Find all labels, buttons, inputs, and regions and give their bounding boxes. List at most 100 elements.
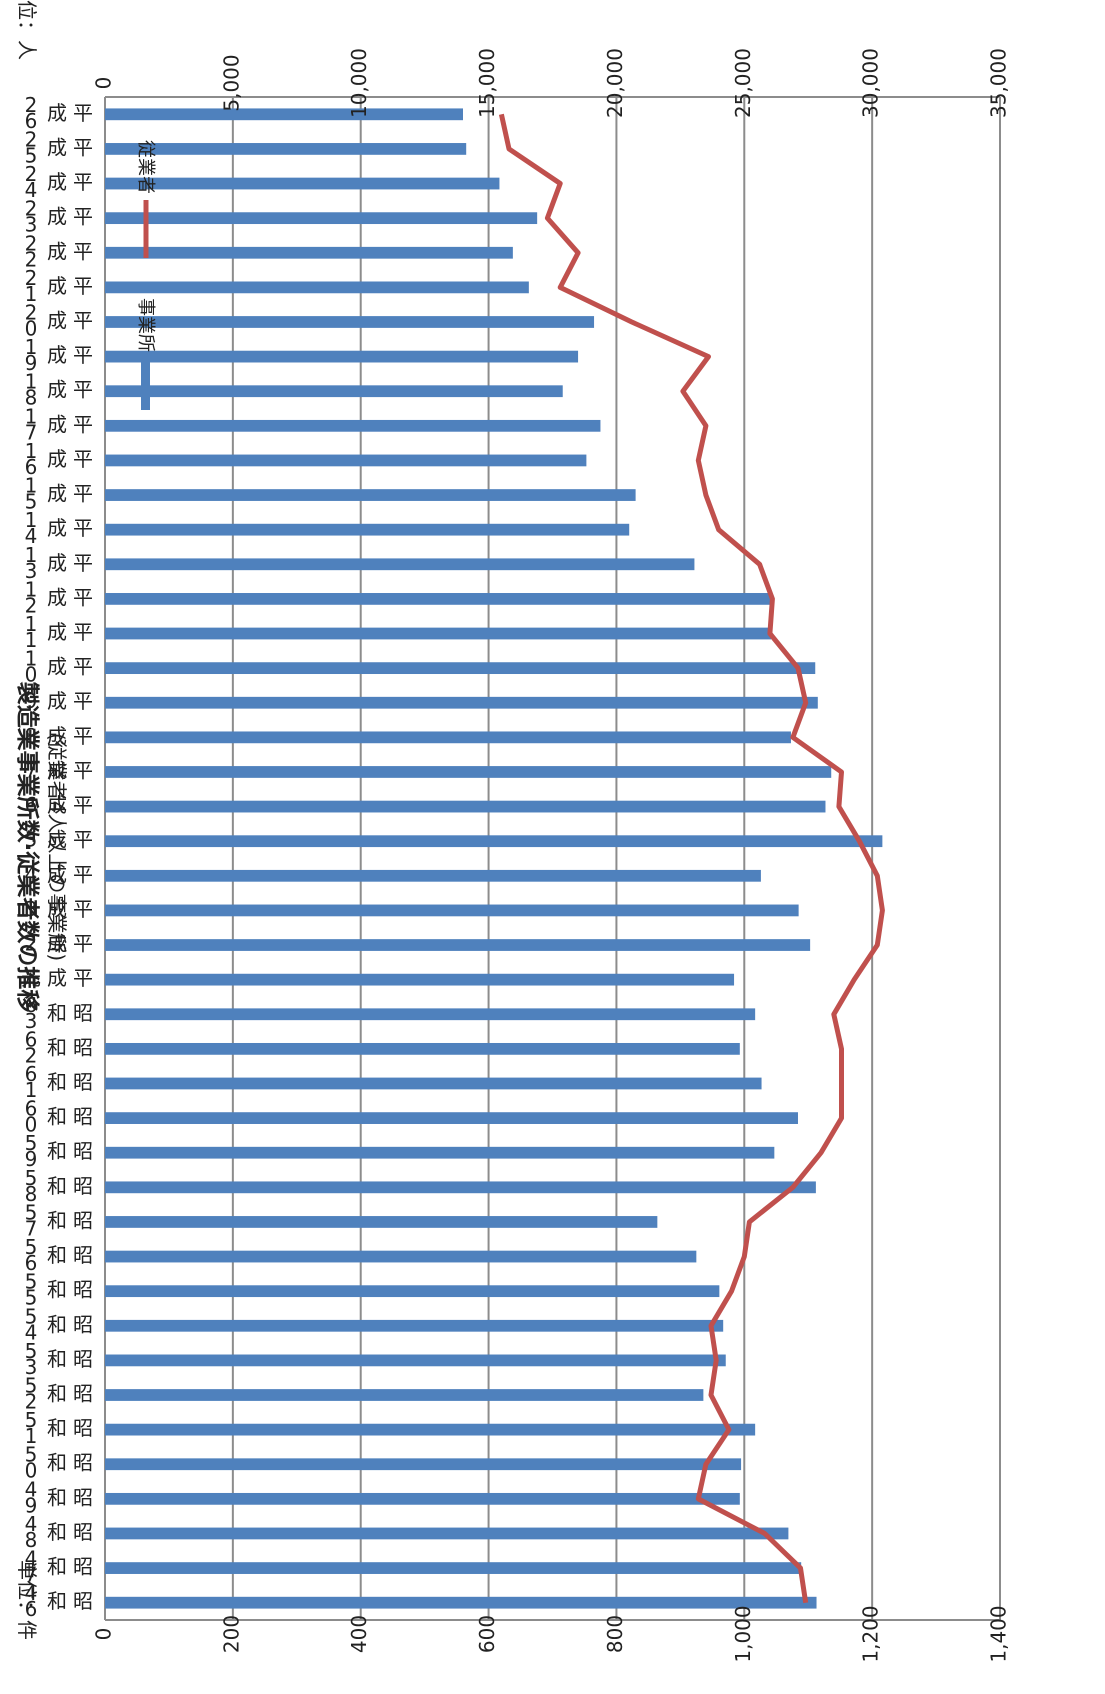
category-label: 平成6: [25, 793, 93, 817]
svg-text:昭: 昭: [73, 1416, 93, 1440]
svg-text:6: 6: [25, 1097, 38, 1121]
svg-text:平: 平: [73, 689, 93, 713]
svg-text:2: 2: [25, 593, 38, 617]
svg-text:和: 和: [47, 1139, 67, 1163]
bar-昭和53: [105, 1354, 726, 1367]
svg-text:成: 成: [47, 793, 67, 817]
svg-text:6: 6: [25, 455, 38, 479]
svg-text:8: 8: [25, 724, 38, 748]
svg-text:平: 平: [73, 239, 93, 263]
svg-text:6: 6: [25, 1027, 38, 1051]
svg-text:平: 平: [73, 793, 93, 817]
svg-text:成: 成: [47, 620, 67, 644]
category-label: 平成2: [25, 932, 93, 956]
svg-text:5: 5: [25, 490, 38, 514]
svg-text:4: 4: [25, 1477, 38, 1501]
svg-text:4: 4: [25, 1581, 38, 1605]
bar-平成26: [105, 108, 463, 121]
bar-昭和56: [105, 1250, 697, 1263]
svg-text:9: 9: [25, 351, 38, 375]
right-tick-label: 10,000: [347, 48, 371, 118]
svg-text:成: 成: [47, 412, 67, 436]
bar-平成22: [104, 246, 513, 259]
bar-平成2: [105, 939, 811, 951]
right-tick-label: 20,000: [603, 48, 627, 118]
svg-text:昭: 昭: [73, 1174, 93, 1198]
legend-swatch-jigyosho: [141, 356, 150, 410]
bar-平成23: [105, 212, 538, 225]
svg-text:成: 成: [47, 966, 67, 990]
chart-subtitle: (従業者4人以上の事業所): [45, 733, 69, 961]
category-label: 平成5: [25, 828, 93, 852]
left-tick-label: 200: [219, 1615, 243, 1653]
svg-text:昭: 昭: [73, 1312, 93, 1336]
rotated-chart-group: 昭和46昭和47昭和48昭和49昭和50昭和51昭和52昭和53昭和54昭和55…: [14, 0, 1011, 1663]
bar-昭和48: [105, 1527, 789, 1540]
svg-text:2: 2: [25, 932, 38, 956]
svg-text:4: 4: [25, 862, 38, 886]
line-jugyosha: [498, 113, 885, 1604]
svg-text:1: 1: [25, 1424, 38, 1448]
svg-text:和: 和: [47, 1070, 67, 1094]
svg-text:平: 平: [73, 482, 93, 506]
svg-text:和: 和: [47, 1278, 67, 1302]
svg-text:昭: 昭: [73, 1035, 93, 1059]
svg-text:5: 5: [25, 1131, 38, 1155]
svg-text:9: 9: [25, 1493, 38, 1517]
svg-text:和: 和: [47, 1382, 67, 1406]
svg-text:和: 和: [47, 1001, 67, 1025]
svg-text:1: 1: [25, 543, 38, 567]
svg-text:6: 6: [25, 1251, 38, 1275]
category-label: 平成元: [21, 966, 93, 990]
svg-text:1: 1: [25, 612, 38, 636]
svg-text:平: 平: [73, 170, 93, 194]
bar-平成20: [105, 316, 595, 328]
svg-text:平: 平: [73, 585, 93, 609]
svg-text:2: 2: [25, 231, 38, 255]
svg-text:成: 成: [47, 378, 67, 402]
legend-label-jugyosha: 従業者: [135, 140, 156, 194]
bar-平成15: [105, 489, 636, 501]
svg-text:0: 0: [25, 663, 38, 687]
svg-text:成: 成: [47, 932, 67, 956]
svg-text:元: 元: [21, 966, 41, 990]
bar-平成24: [104, 177, 500, 190]
svg-text:和: 和: [47, 1520, 67, 1544]
bar-平成4: [104, 869, 761, 882]
right-axis-ticks: 0 5,000 10,000 15,000 20,000 25,000 30,000 35,0…: [92, 48, 1011, 118]
svg-text:平: 平: [73, 274, 93, 298]
bar-昭和55: [105, 1285, 720, 1298]
bar-平成17: [105, 419, 601, 432]
svg-text:昭: 昭: [73, 1485, 93, 1509]
bar-昭和63: [105, 1008, 756, 1021]
svg-text:和: 和: [47, 1416, 67, 1440]
svg-text:昭: 昭: [73, 1347, 93, 1371]
svg-text:6: 6: [25, 109, 38, 133]
svg-text:昭: 昭: [73, 1520, 93, 1544]
bars-series-jigyosho: [104, 108, 883, 1609]
right-tick-label: 35,000: [987, 48, 1011, 118]
svg-text:1: 1: [25, 577, 38, 601]
svg-text:昭: 昭: [73, 1001, 93, 1025]
bar-平成5: [105, 835, 883, 848]
svg-text:平: 平: [73, 516, 93, 540]
svg-text:3: 3: [25, 1009, 38, 1033]
svg-text:平: 平: [73, 828, 93, 852]
bar-昭和58: [104, 1181, 816, 1194]
category-label: 平成3: [25, 897, 93, 921]
svg-text:2: 2: [25, 247, 38, 271]
bar-平成25: [104, 143, 467, 155]
